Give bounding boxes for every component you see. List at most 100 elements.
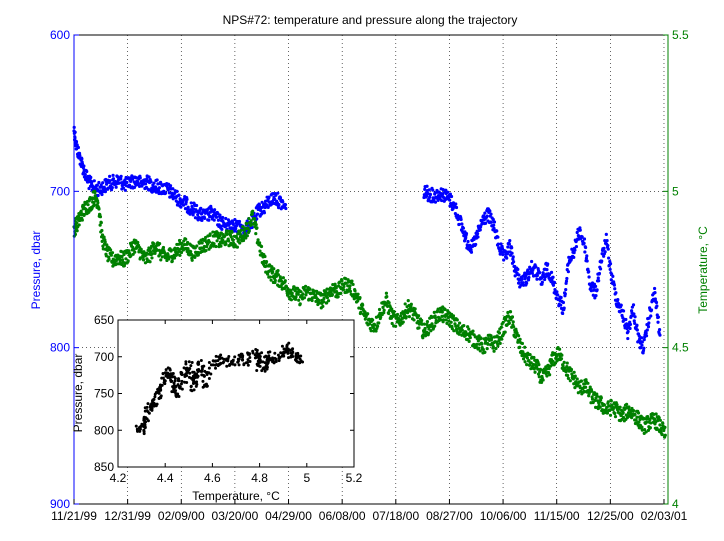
data-point (361, 303, 365, 307)
data-point (484, 221, 488, 225)
inset-data-point (194, 375, 198, 379)
data-point (640, 343, 644, 347)
data-point (451, 314, 456, 318)
data-point (245, 234, 249, 238)
x-tick-label: 07/18/00 (372, 509, 419, 523)
data-point (605, 411, 610, 415)
data-point (448, 192, 452, 196)
data-point (303, 284, 308, 288)
data-point (538, 270, 542, 275)
data-point (270, 265, 274, 269)
data-point (485, 347, 489, 351)
inset-data-point (142, 417, 146, 421)
data-point (92, 179, 96, 183)
data-point (600, 259, 604, 263)
data-point (129, 179, 133, 184)
data-point (654, 412, 658, 416)
data-point (475, 232, 480, 236)
data-point (654, 300, 659, 305)
data-point (406, 299, 410, 303)
inset-data-point (150, 408, 154, 412)
data-point (516, 281, 521, 285)
data-point (160, 251, 164, 255)
data-point (448, 198, 452, 202)
data-point (278, 196, 283, 200)
data-point (562, 360, 566, 364)
data-point (637, 420, 641, 424)
data-point (353, 289, 357, 293)
inset-x-tick-label: 5.2 (346, 471, 363, 485)
data-point (644, 420, 649, 424)
inset-data-point (197, 360, 201, 364)
data-point (639, 336, 644, 340)
data-point (656, 320, 660, 324)
data-point (444, 318, 448, 322)
data-point (110, 185, 114, 190)
right-tick-label: 5 (672, 184, 679, 198)
data-point (652, 286, 657, 291)
inset-data-point (254, 348, 258, 352)
data-point (613, 287, 617, 291)
inset-data-point (191, 370, 195, 374)
data-point (485, 214, 489, 218)
inset-data-point (244, 361, 248, 365)
data-point (267, 195, 271, 199)
data-point (649, 314, 653, 318)
data-point (98, 223, 102, 227)
data-point (199, 206, 203, 210)
data-point (532, 355, 536, 360)
data-point (103, 240, 107, 244)
data-point (606, 243, 610, 248)
data-point (648, 417, 652, 422)
data-point (562, 306, 566, 310)
data-point (103, 190, 108, 194)
inset-data-point (185, 368, 189, 372)
data-point (586, 381, 590, 385)
data-point (565, 276, 569, 281)
data-point (184, 237, 188, 241)
x-tick-label: 08/27/00 (426, 509, 473, 523)
data-point (631, 303, 636, 307)
data-point (256, 238, 260, 242)
data-point (382, 311, 386, 315)
data-point (478, 349, 482, 353)
data-point (148, 260, 152, 264)
data-point (102, 235, 106, 239)
inset-data-point (207, 366, 211, 370)
data-point (574, 244, 579, 249)
x-tick-label: 02/09/00 (158, 509, 205, 523)
data-point (596, 276, 600, 280)
data-point (546, 262, 550, 266)
data-point (387, 301, 391, 305)
inset-data-point (267, 354, 271, 358)
inset-data-point (296, 351, 300, 355)
data-point (508, 310, 513, 314)
data-point (547, 367, 551, 371)
data-point (186, 205, 190, 209)
inset-data-point (219, 353, 223, 357)
data-point (302, 296, 307, 300)
data-point (539, 276, 544, 280)
data-point (426, 331, 431, 335)
data-point (238, 241, 242, 245)
inset-data-point (177, 395, 181, 399)
data-point (244, 236, 248, 240)
data-point (598, 267, 603, 271)
inset-data-point (295, 360, 299, 364)
inset-data-point (258, 357, 262, 361)
inset-data-point (156, 387, 160, 391)
data-point (578, 228, 582, 232)
data-point (505, 256, 509, 260)
data-point (298, 302, 302, 306)
data-point (155, 248, 159, 252)
x-tick-label: 12/31/99 (104, 509, 151, 523)
inset-data-point (146, 402, 150, 406)
data-point (103, 187, 107, 191)
data-point (321, 299, 326, 304)
data-point (274, 193, 278, 197)
data-point (232, 229, 237, 233)
data-point (500, 337, 504, 341)
inset-data-point (172, 375, 176, 379)
data-point (317, 298, 321, 302)
data-point (609, 399, 613, 403)
